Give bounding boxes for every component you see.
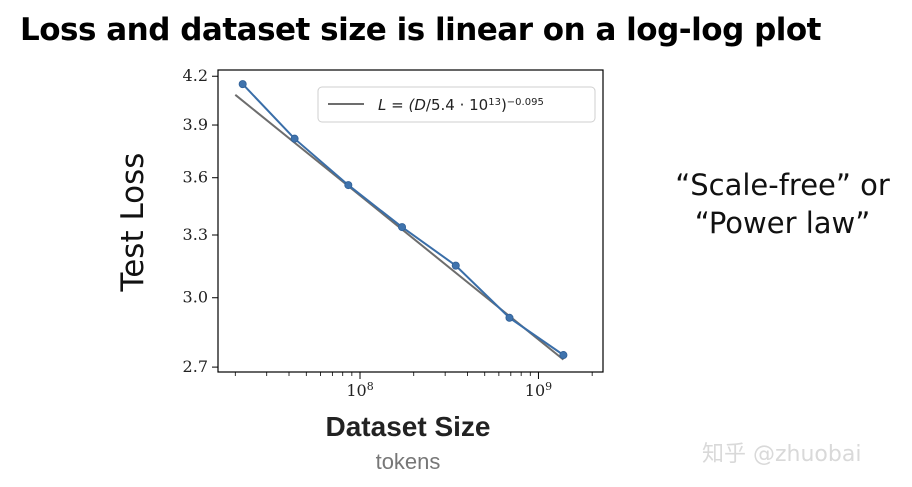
legend-box: [317, 86, 596, 123]
data-point: [238, 80, 247, 89]
legend-fit-label: L = (D/5.4 · 1013)−0.095: [378, 96, 544, 114]
x-axis-unit: tokens: [376, 449, 441, 474]
y-tick-label: 4.2: [183, 66, 208, 85]
side-note: “Scale-free” or “Power law”: [650, 166, 912, 242]
y-axis-label: Test Loss: [115, 153, 151, 293]
side-note-line-2: “Power law”: [694, 206, 871, 240]
x-axis-label: Dataset Size: [326, 411, 491, 442]
x-tick-label: 109: [525, 380, 552, 401]
y-tick-label: 3.9: [183, 115, 208, 134]
watermark: 知乎 @zhuobai: [702, 442, 862, 467]
y-tick-label: 2.7: [183, 357, 208, 376]
data-point: [559, 351, 568, 360]
side-note-line-1: “Scale-free” or: [675, 168, 890, 202]
x-tick-label: 108: [346, 380, 373, 401]
slide-title: Loss and dataset size is linear on a log…: [20, 12, 822, 48]
data-series-line: [241, 83, 564, 356]
data-point: [344, 181, 353, 190]
chart-legend: L = (D/5.4 · 1013)−0.095: [317, 86, 596, 123]
data-point: [451, 261, 460, 270]
data-point: [505, 313, 514, 322]
data-point: [290, 134, 299, 143]
y-tick-label: 3.0: [183, 288, 208, 307]
y-tick-label: 3.3: [183, 225, 208, 244]
plot-frame: [217, 69, 604, 373]
y-tick-label: 3.6: [183, 168, 208, 187]
data-point: [398, 223, 407, 232]
